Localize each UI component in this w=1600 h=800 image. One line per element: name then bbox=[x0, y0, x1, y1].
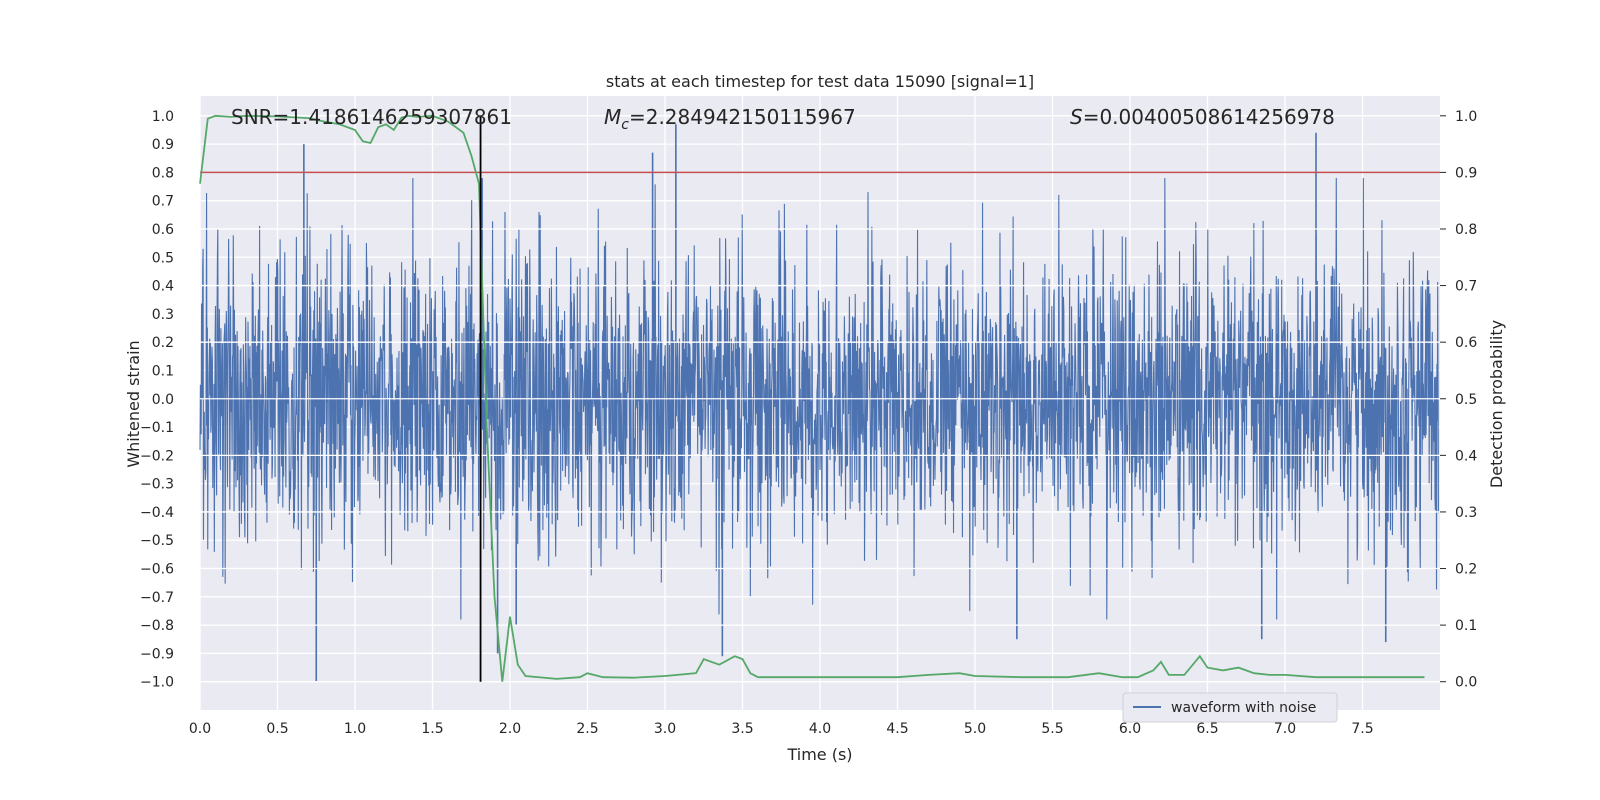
x-tick-label: 3.5 bbox=[731, 721, 753, 737]
s-symbol: S bbox=[1070, 105, 1083, 129]
legend-label-waveform: waveform with noise bbox=[1171, 700, 1316, 716]
x-tick-label: 0.5 bbox=[266, 721, 288, 737]
left-tick-label: 1.0 bbox=[152, 109, 174, 125]
s-value: =0.00400508614256978 bbox=[1083, 105, 1335, 129]
x-axis-ticks: 0.0 0.5 1.0 1.5 2.0 2.5 3.0 3.5 4.0 4.5 5.0 5.5 6.0 6… bbox=[189, 721, 1374, 737]
left-tick-label: 0.7 bbox=[152, 194, 174, 210]
right-tick-label: 0.8 bbox=[1455, 222, 1477, 238]
x-tick-label: 6.5 bbox=[1196, 721, 1218, 737]
x-tick-label: 5.0 bbox=[964, 721, 986, 737]
left-tick-label: 0.2 bbox=[152, 335, 174, 351]
chirp-mass-symbol: M bbox=[604, 105, 621, 129]
right-axis-ticks: 1.0 0.9 0.8 0.7 0.6 0.5 0.4 0.3 0.2 0.1 0.0 bbox=[1440, 109, 1477, 691]
x-tick-label: 1.0 bbox=[344, 721, 366, 737]
left-tick-label: −0.5 bbox=[140, 533, 174, 549]
left-tick-label: 0.5 bbox=[152, 250, 174, 266]
x-tick-label: 4.5 bbox=[886, 721, 908, 737]
x-tick-label: 0.0 bbox=[189, 721, 211, 737]
left-tick-label: −0.7 bbox=[140, 590, 174, 606]
right-tick-label: 0.4 bbox=[1455, 448, 1477, 464]
left-tick-label: −0.8 bbox=[140, 618, 174, 634]
x-tick-label: 7.0 bbox=[1274, 721, 1296, 737]
left-tick-label: 0.1 bbox=[152, 363, 174, 379]
right-tick-label: 1.0 bbox=[1455, 109, 1477, 125]
left-tick-label: 0.0 bbox=[152, 392, 174, 408]
right-tick-label: 0.5 bbox=[1455, 392, 1477, 408]
left-tick-label: −0.1 bbox=[140, 420, 174, 436]
left-tick-label: −1.0 bbox=[140, 675, 174, 691]
detection-probability-line bbox=[199, 114, 1425, 682]
x-tick-label: 3.0 bbox=[654, 721, 676, 737]
right-tick-label: 0.6 bbox=[1455, 335, 1477, 351]
right-tick-label: 0.1 bbox=[1455, 618, 1477, 634]
left-axis-ticks: 1.0 0.9 0.8 0.7 0.6 0.5 0.4 0.3 0.2 0.1 0.0 −0.1 −0.… bbox=[140, 109, 174, 691]
left-tick-label: 0.4 bbox=[152, 279, 174, 295]
x-tick-label: 2.0 bbox=[499, 721, 521, 737]
legend: waveform with noise bbox=[1122, 692, 1338, 723]
left-tick-label: −0.9 bbox=[140, 646, 174, 662]
left-tick-label: 0.8 bbox=[152, 165, 174, 181]
x-tick-label: 1.5 bbox=[421, 721, 443, 737]
x-axis-label: Time (s) bbox=[786, 745, 852, 764]
x-tick-label: 2.5 bbox=[576, 721, 598, 737]
x-tick-label: 4.0 bbox=[809, 721, 831, 737]
chart-title: stats at each timestep for test data 150… bbox=[606, 72, 1034, 91]
s-annotation: S=0.00400508614256978 bbox=[1070, 105, 1335, 129]
right-tick-label: 0.2 bbox=[1455, 562, 1477, 578]
right-tick-label: 0.7 bbox=[1455, 279, 1477, 295]
right-tick-label: 0.9 bbox=[1455, 165, 1477, 181]
left-tick-label: −0.3 bbox=[140, 477, 174, 493]
right-tick-label: 0.3 bbox=[1455, 505, 1477, 521]
waveform-trace bbox=[199, 178, 1439, 620]
left-tick-label: −0.6 bbox=[140, 562, 174, 578]
left-tick-label: 0.9 bbox=[152, 137, 174, 153]
x-tick-label: 7.5 bbox=[1351, 721, 1373, 737]
snr-annotation: SNR=1.4186146259307861 bbox=[231, 105, 512, 129]
right-tick-label: 0.0 bbox=[1455, 675, 1477, 691]
x-tick-label: 5.5 bbox=[1041, 721, 1063, 737]
left-tick-label: −0.4 bbox=[140, 505, 174, 521]
x-tick-label: 6.0 bbox=[1119, 721, 1141, 737]
chirp-mass-annotation: Mc=2.284942150115967 bbox=[604, 105, 856, 133]
right-axis-label: Detection probability bbox=[1487, 320, 1506, 488]
left-tick-label: 0.6 bbox=[152, 222, 174, 238]
chirp-mass-subscript: c bbox=[621, 117, 629, 133]
left-tick-label: 0.3 bbox=[152, 307, 174, 323]
chirp-mass-value: =2.284942150115967 bbox=[629, 105, 856, 129]
left-axis-label: Whitened strain bbox=[124, 340, 143, 467]
legend-box bbox=[1122, 692, 1338, 723]
left-tick-label: −0.2 bbox=[140, 448, 174, 464]
